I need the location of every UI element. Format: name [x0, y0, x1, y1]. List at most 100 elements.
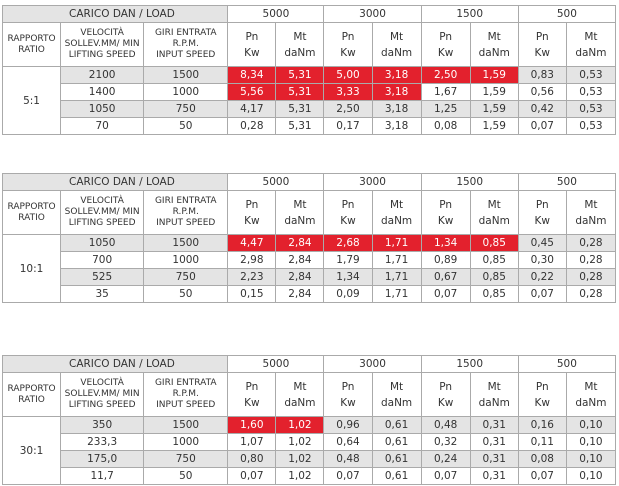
load-value: 500 — [517, 5, 617, 23]
header-line: daNm — [284, 214, 316, 227]
cell: 1500 — [143, 416, 229, 434]
cell: 5,31 — [275, 66, 325, 84]
header-line: Mt — [293, 380, 307, 393]
cell: 2,50 — [323, 100, 373, 118]
cell: 2,84 — [275, 285, 325, 303]
header-line: R.P.M. — [172, 39, 199, 49]
header-line: Pn — [341, 198, 355, 211]
header-line: daNm — [575, 214, 607, 227]
cell: 1,59 — [469, 100, 519, 118]
pn-header: Pn Kw — [323, 190, 373, 235]
cell: 1,34 — [420, 234, 471, 252]
rpm-header: GIRI ENTRATA R.P.M. INPUT SPEED — [143, 22, 229, 67]
pn-header: Pn Kw — [227, 190, 277, 235]
cell: 0,85 — [469, 268, 519, 286]
cell: 0,61 — [371, 416, 422, 434]
header-line: Kw — [340, 214, 356, 227]
cell: 0,64 — [323, 433, 373, 451]
rpm-header: GIRI ENTRATA R.P.M. INPUT SPEED — [143, 372, 229, 417]
load-value: 5000 — [227, 5, 325, 23]
cell: 1400 — [60, 83, 145, 101]
cell: 1500 — [143, 234, 229, 252]
cell: 0,28 — [565, 285, 617, 303]
header-line: daNm — [478, 46, 510, 59]
cell: 0,07 — [517, 285, 567, 303]
cell: 3,18 — [371, 66, 422, 84]
load-value: 5000 — [227, 173, 325, 191]
subheader-row: RAPPORTO RATIO VELOCITÀ SOLLEV.MM/ MIN LIFTI… — [1, 372, 617, 417]
cell: 0,85 — [469, 234, 519, 252]
cell: 1,34 — [323, 268, 373, 286]
cell: 5,56 — [227, 83, 277, 101]
data-row: 700 1000 2,98 2,84 1,79 1,71 0,89 0,85 0,30 0,28 — [3, 251, 617, 269]
cell: 0,07 — [420, 285, 471, 303]
cell: 0,42 — [517, 100, 567, 118]
cell: 8,34 — [227, 66, 277, 84]
header-line: daNm — [380, 46, 413, 59]
cell: 1050 — [60, 100, 145, 118]
mt-header: Mt daNm — [565, 22, 617, 67]
header-line: Kw — [340, 396, 356, 409]
ratio: 10:1 — [1, 234, 62, 303]
cell: 2,98 — [227, 251, 277, 269]
cell: 50 — [143, 467, 229, 485]
cell: 1,59 — [469, 117, 519, 135]
cell: 0,53 — [565, 66, 617, 84]
header-line: Mt — [293, 198, 307, 211]
cell: 3,18 — [371, 117, 422, 135]
cell: 3,33 — [323, 83, 373, 101]
cell: 3,18 — [371, 83, 422, 101]
cell: 0,22 — [517, 268, 567, 286]
cell: 1500 — [143, 66, 229, 84]
cell: 0,07 — [517, 467, 567, 485]
cell: 0,28 — [565, 268, 617, 286]
cell: 4,47 — [227, 234, 277, 252]
ratio: 30:1 — [1, 416, 62, 485]
cell: 1,02 — [275, 433, 325, 451]
header-line: SOLLEV.MM/ MIN — [64, 389, 140, 399]
cell: 5,31 — [275, 83, 325, 101]
cell: 70 — [60, 117, 145, 135]
header-line: Pn — [535, 30, 549, 43]
cell: 3,18 — [371, 100, 422, 118]
cell: 0,53 — [565, 83, 617, 101]
cell: 233,3 — [60, 433, 145, 451]
cell: 750 — [143, 100, 229, 118]
cell: 0,31 — [469, 433, 519, 451]
cell: 0,48 — [323, 450, 373, 468]
cell: 1,07 — [227, 433, 277, 451]
cell: 2,23 — [227, 268, 277, 286]
header-line: Pn — [341, 380, 355, 393]
data-row: 1050 750 4,17 5,31 2,50 3,18 1,25 1,59 0,42 0,53 — [3, 100, 617, 118]
mt-header: Mt daNm — [275, 22, 325, 67]
header-line: RATIO — [18, 212, 45, 223]
header-line: Kw — [534, 46, 551, 59]
cell: 0,31 — [469, 450, 519, 468]
header-line: Kw — [534, 214, 551, 227]
pn-header: Pn Kw — [227, 22, 277, 67]
header-line: Pn — [245, 380, 259, 393]
header-line: Kw — [244, 46, 260, 59]
cell: 175,0 — [60, 450, 145, 468]
header-line: INPUT SPEED — [156, 218, 216, 228]
cell: 1,59 — [469, 66, 519, 84]
header-line: Kw — [437, 214, 454, 227]
pn-header: Pn Kw — [517, 190, 567, 235]
header-line: INPUT SPEED — [156, 400, 216, 410]
header-line: Mt — [487, 30, 501, 43]
header-line: Pn — [439, 198, 453, 211]
cell: 525 — [60, 268, 145, 286]
header-line: VELOCITÀ — [80, 378, 124, 388]
ratio: 5:1 — [1, 66, 62, 135]
spec-table: CARICO DAN / LOAD 5000 3000 1500 500 RAPPORTO… — [1, 5, 617, 135]
cell: 700 — [60, 251, 145, 269]
cell: 0,10 — [565, 467, 617, 485]
cell: 11,7 — [60, 467, 145, 485]
cell: 0,28 — [565, 251, 617, 269]
cell: 0,89 — [420, 251, 471, 269]
header-line: daNm — [478, 396, 510, 409]
header-line: LIFTING SPEED — [68, 50, 136, 60]
data-row: 525 750 2,23 2,84 1,34 1,71 0,67 0,85 0,22 0,28 — [3, 268, 617, 286]
spec-table: CARICO DAN / LOAD 5000 3000 1500 500 RAPPORTO… — [1, 173, 617, 303]
